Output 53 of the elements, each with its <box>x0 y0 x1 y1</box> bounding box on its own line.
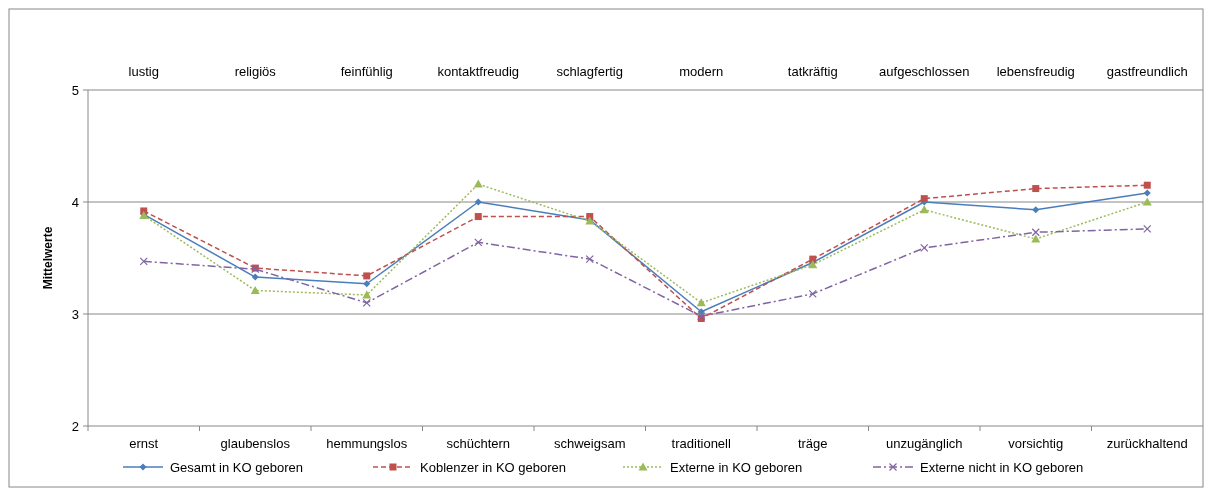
text: schlagfertig <box>556 64 623 79</box>
y-axis-title: Mittelwerte <box>41 226 55 290</box>
y-tick-label: 5 <box>71 82 79 98</box>
point <box>1032 185 1040 193</box>
x-tick-label: hemmungslos <box>326 436 408 451</box>
point <box>809 255 817 263</box>
point <box>1142 197 1152 206</box>
legend-label: Koblenzer in KO geboren <box>420 459 566 475</box>
text: feinfühlig <box>340 64 393 79</box>
x-tick-label: träge <box>797 436 828 451</box>
point <box>251 273 259 281</box>
text: modern <box>679 64 724 79</box>
point <box>363 272 371 280</box>
point <box>1143 189 1151 197</box>
point <box>1031 228 1040 237</box>
text: gastfreundlich <box>1106 64 1188 79</box>
x-tick-label: schüchtern <box>446 436 511 451</box>
legend-label: Externe in KO geboren <box>670 459 803 475</box>
point <box>474 198 482 206</box>
text: aufgeschlossen <box>879 64 970 79</box>
legend-label: Gesamt in KO geboren <box>170 459 303 475</box>
legend-label: Externe nicht in KO geboren <box>920 459 1084 475</box>
y-tick-label: 3 <box>71 306 79 322</box>
point <box>250 285 260 294</box>
text: lebensfreudig <box>996 64 1075 79</box>
point <box>1143 181 1151 189</box>
point <box>474 213 482 221</box>
text: religiös <box>234 64 277 79</box>
point <box>363 280 371 288</box>
x-tick-label: zurückhaltend <box>1106 436 1188 451</box>
x-tick-label: glaubenslos <box>220 436 291 451</box>
text: tatkräftig <box>787 64 838 79</box>
y-tick-label: 4 <box>71 194 79 210</box>
point <box>473 179 483 188</box>
point <box>808 289 817 298</box>
point <box>920 243 929 253</box>
text: kontaktfreudig <box>437 64 520 79</box>
x-tick-label: schweigsam <box>553 436 626 451</box>
point <box>697 308 705 316</box>
x-tick-label: vorsichtig <box>1008 436 1064 451</box>
x-tick-label: unzugänglich <box>885 436 963 451</box>
point <box>696 298 706 307</box>
point <box>1032 206 1040 214</box>
y-tick-label: 2 <box>71 418 79 434</box>
x-tick-label: traditionell <box>671 436 731 451</box>
point <box>474 238 483 247</box>
point <box>585 255 594 264</box>
point <box>1143 224 1152 233</box>
point <box>139 257 148 266</box>
x-tick-label: ernst <box>129 436 159 451</box>
point <box>362 298 371 307</box>
text: lustig <box>128 64 159 79</box>
point <box>919 205 929 214</box>
